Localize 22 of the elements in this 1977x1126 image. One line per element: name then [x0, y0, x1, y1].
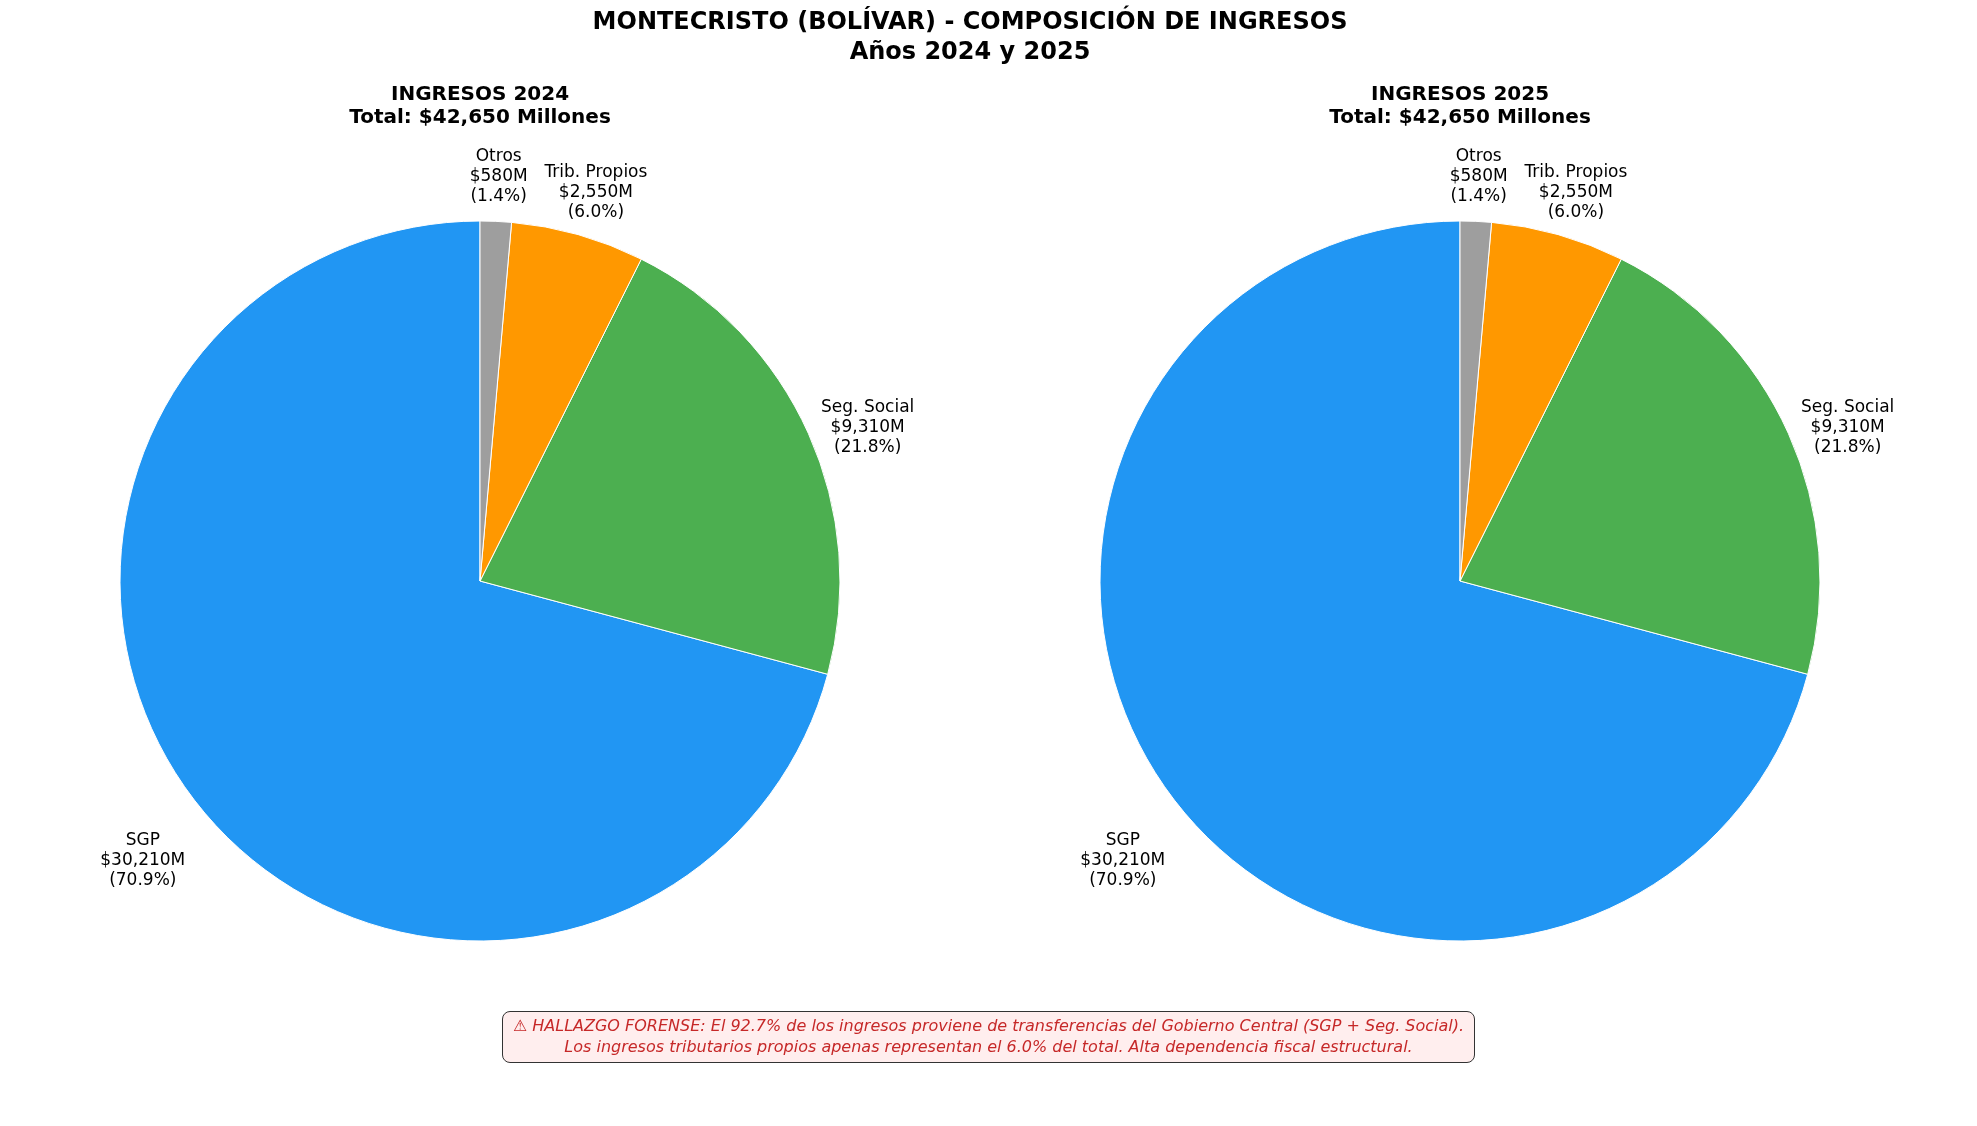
text: MONTECRISTO (BOLÍVAR) - COMPOSICIÓN DE INGRESOS Años 2024 y 2025	[592, 5, 1348, 66]
slice-label: Trib. Propios	[543, 161, 648, 182]
slice-label: Otros	[475, 145, 522, 166]
data-label: $30,210M (70.9%)	[1080, 848, 1166, 889]
slice-label: Seg. Social	[821, 395, 915, 416]
data-label: $2,550M (6.0%)	[1538, 181, 1613, 222]
slice-label: Otros	[1455, 145, 1502, 166]
chart-title: INGRESOS 2024	[390, 81, 570, 106]
chart-subtitle: Total: $42,650 Millones	[349, 104, 611, 129]
note-box: ⚠ HALLAZGO FORENSE: El 92.7% de los ingresos proviene de transferencias del Gobierno Central (SGP + Seg. Social). Los ingresos tributarios propios apenas representan el 6.0% del total. Alta dependencia fiscal estructural.	[501, 1011, 1476, 1063]
data-label: $9,310M (21.8%)	[830, 415, 905, 456]
chart-title: INGRESOS 2025	[1370, 81, 1550, 106]
slice-label: SGP	[1105, 828, 1140, 849]
slice-label: Trib. Propios	[1523, 161, 1628, 182]
slice-label: SGP	[125, 828, 160, 849]
data-label: $30,210M (70.9%)	[100, 848, 186, 889]
data-label: $9,310M (21.8%)	[1810, 415, 1885, 456]
data-label: $580M (1.4%)	[469, 165, 528, 206]
data-label: $2,550M (6.0%)	[558, 181, 633, 222]
chart-subtitle: Total: $42,650 Millones	[1329, 104, 1591, 129]
slice-label: Seg. Social	[1801, 395, 1895, 416]
data-label: $580M (1.4%)	[1449, 165, 1508, 206]
